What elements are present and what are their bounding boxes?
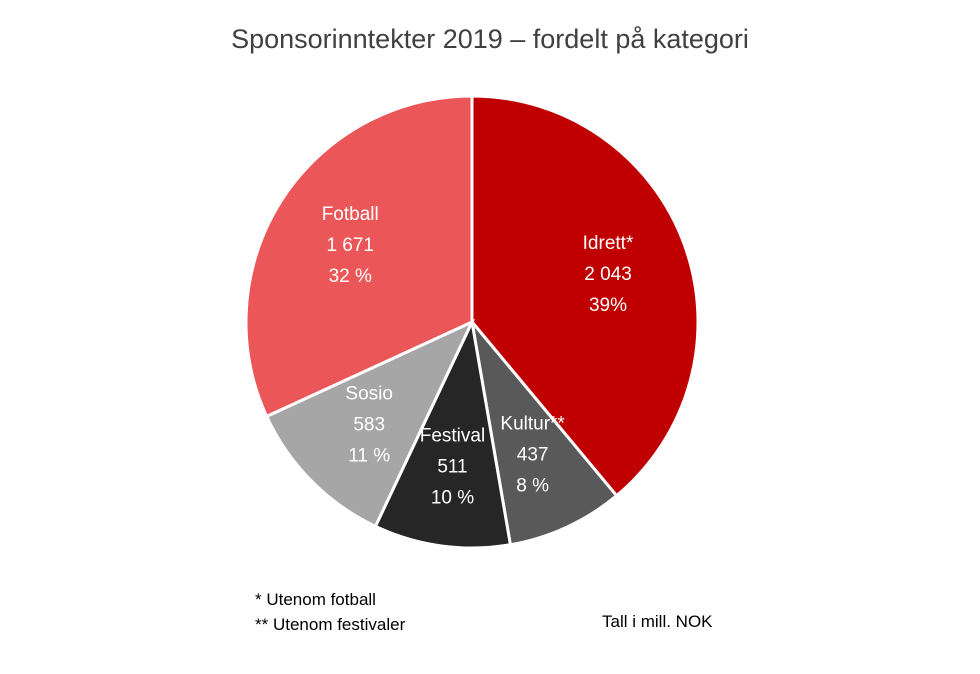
pie-slice-kultur [469, 316, 619, 547]
slice-label-fotball: Fotball [322, 204, 379, 225]
pie-slice-festival [373, 317, 513, 550]
slice-percent-sosio: 11 % [348, 446, 390, 467]
footnote-kultur: ** Utenom festivaler [255, 615, 406, 634]
pie-slices [244, 94, 700, 550]
slice-label-kultur: Kultur** [500, 413, 565, 434]
slice-value-festival: 511 [437, 456, 467, 477]
slice-label-idrett: Idrett* [583, 233, 634, 254]
footnote-idrett: * Utenom fotball [255, 590, 376, 609]
slice-percent-idrett: 39% [589, 295, 627, 316]
slice-value-idrett: 2 043 [584, 264, 632, 285]
pie-slice-fotball [244, 94, 474, 419]
chart-title: Sponsorinntekter 2019 – fordelt på kateg… [231, 24, 749, 54]
slice-percent-festival: 10 % [431, 487, 474, 508]
pie-slice-sosio [264, 318, 476, 529]
slice-value-kultur: 437 [517, 444, 549, 465]
slice-value-sosio: 583 [353, 415, 385, 436]
slice-percent-kultur: 8 % [516, 475, 549, 496]
slice-label-festival: Festival [420, 425, 485, 446]
slice-label-sosio: Sosio [345, 384, 393, 405]
unit-note: Tall i mill. NOK [602, 612, 713, 631]
slice-percent-fotball: 32 % [329, 266, 372, 287]
pie-labels: Idrett* 2 043 39% Kultur** 437 8 % Festival 511… [322, 204, 634, 508]
slice-value-fotball: 1 671 [326, 235, 374, 256]
pie-slice-idrett [470, 94, 700, 498]
